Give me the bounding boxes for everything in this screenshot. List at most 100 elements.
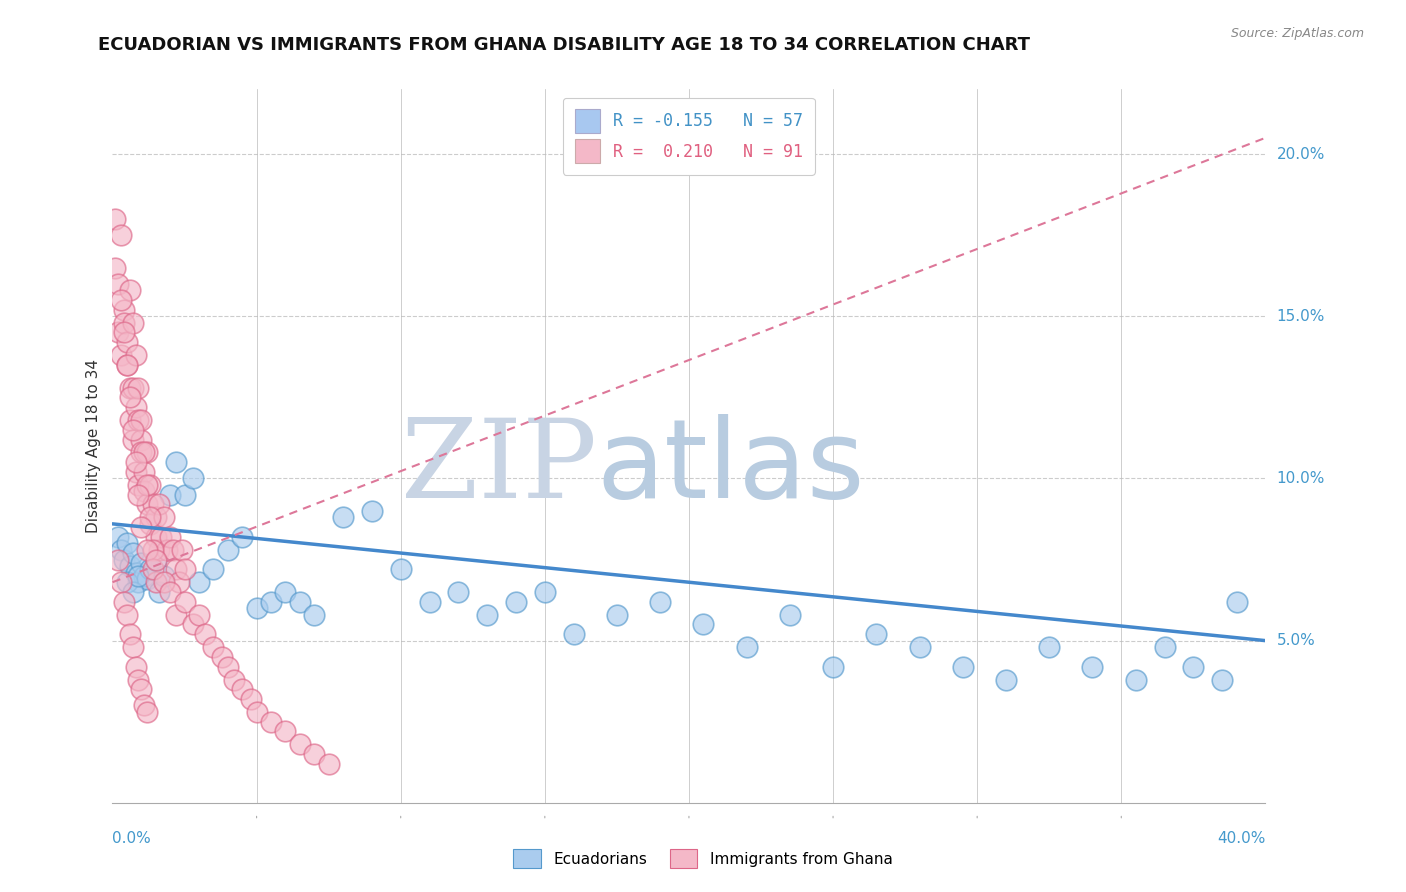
Point [202, 562, 225, 576]
Point [129, 413, 153, 427]
Point [165, 455, 187, 469]
Point [127, 488, 149, 502]
Point [115, 358, 138, 372]
Point [181, 471, 204, 485]
Point [129, 556, 153, 570]
Point [419, 595, 441, 609]
Point [188, 607, 211, 622]
Point [145, 552, 167, 566]
Point [821, 659, 844, 673]
Point [127, 381, 149, 395]
Point [118, 390, 141, 404]
Point [217, 659, 239, 673]
Point [156, 542, 179, 557]
Point [134, 698, 156, 713]
Point [148, 542, 170, 557]
Point [145, 510, 167, 524]
Point [121, 433, 143, 447]
Point [139, 478, 162, 492]
Point [159, 530, 181, 544]
Point [246, 601, 269, 615]
Point [260, 595, 283, 609]
Point [181, 617, 204, 632]
Point [129, 520, 153, 534]
Point [145, 575, 167, 590]
Point [124, 465, 146, 479]
Text: Source: ZipAtlas.com: Source: ZipAtlas.com [1230, 27, 1364, 40]
Point [129, 682, 153, 697]
Point [165, 562, 187, 576]
Point [107, 277, 129, 291]
Point [145, 552, 167, 566]
Point [110, 575, 132, 590]
Point [246, 705, 269, 719]
Point [606, 607, 628, 622]
Point [865, 627, 887, 641]
Point [735, 640, 758, 654]
Point [134, 445, 156, 459]
Point [1081, 659, 1104, 673]
Point [274, 724, 297, 739]
Point [562, 627, 585, 641]
Point [148, 497, 170, 511]
Point [304, 747, 326, 761]
Point [274, 585, 297, 599]
Point [173, 595, 195, 609]
Point [124, 400, 146, 414]
Point [121, 423, 143, 437]
Point [110, 542, 132, 557]
Point [779, 607, 801, 622]
Point [304, 607, 326, 622]
Text: atlas: atlas [596, 414, 865, 521]
Point [112, 302, 135, 317]
Point [153, 575, 176, 590]
Point [167, 575, 190, 590]
Point [995, 673, 1018, 687]
Point [153, 510, 176, 524]
Point [318, 756, 340, 771]
Point [139, 562, 162, 576]
Text: ZIP: ZIP [401, 414, 596, 521]
Point [136, 478, 159, 492]
Point [952, 659, 974, 673]
Point [173, 562, 195, 576]
Point [475, 607, 499, 622]
Point [139, 510, 162, 524]
Point [115, 575, 138, 590]
Point [129, 445, 153, 459]
Point [124, 659, 146, 673]
Point [1125, 673, 1147, 687]
Point [127, 413, 149, 427]
Point [115, 536, 138, 550]
Text: 5.0%: 5.0% [1277, 633, 1315, 648]
Point [231, 530, 253, 544]
Point [112, 552, 135, 566]
Point [124, 566, 146, 580]
Point [188, 575, 211, 590]
Point [1211, 673, 1233, 687]
Point [121, 546, 143, 560]
Point [115, 335, 138, 350]
Point [1153, 640, 1175, 654]
Point [136, 542, 159, 557]
Point [110, 228, 132, 243]
Point [1038, 640, 1060, 654]
Point [118, 381, 141, 395]
Point [260, 714, 283, 729]
Point [127, 575, 149, 590]
Point [148, 585, 170, 599]
Point [360, 504, 382, 518]
Point [107, 530, 129, 544]
Point [650, 595, 672, 609]
Point [150, 530, 173, 544]
Point [288, 738, 311, 752]
Point [136, 572, 159, 586]
Point [136, 445, 159, 459]
Text: 10.0%: 10.0% [1277, 471, 1324, 486]
Point [194, 627, 217, 641]
Point [159, 585, 181, 599]
Point [107, 326, 129, 340]
Point [162, 542, 184, 557]
Point [159, 488, 181, 502]
Point [202, 640, 225, 654]
